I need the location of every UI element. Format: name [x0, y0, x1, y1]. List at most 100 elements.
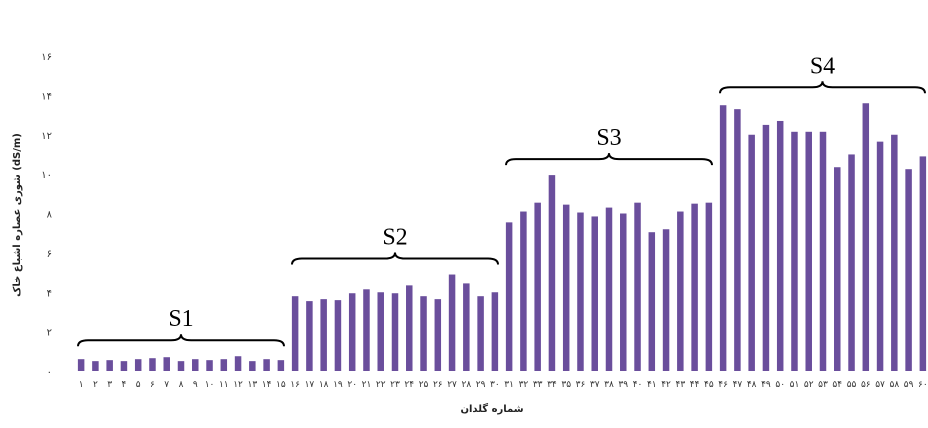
bar	[919, 156, 927, 371]
y-tick-label: ۶	[47, 249, 52, 260]
bar	[406, 285, 413, 371]
x-tick-label: ۱۰	[205, 380, 215, 390]
bar	[734, 109, 741, 371]
bar	[620, 213, 627, 371]
x-tick-label: ۵۴	[832, 380, 842, 390]
bar	[220, 359, 228, 371]
bar	[748, 134, 755, 371]
bar	[448, 274, 456, 371]
bar	[591, 216, 598, 371]
bar	[77, 359, 85, 371]
x-tick-label: ۵۹	[904, 380, 914, 390]
x-tick-label: ۵۵	[847, 380, 857, 390]
bar	[120, 361, 128, 371]
bar	[577, 212, 584, 371]
bar	[505, 222, 513, 371]
y-tick-label: ۲	[47, 328, 52, 339]
y-tick-label: ۸	[47, 210, 53, 221]
bar	[206, 360, 213, 371]
x-tick-label: ۱	[79, 380, 84, 390]
x-tick-label: ۴	[122, 380, 127, 390]
bar	[891, 134, 898, 371]
bar	[548, 175, 556, 371]
bar	[905, 169, 912, 371]
x-tick-label: ۳۵	[561, 380, 571, 390]
bar	[234, 356, 242, 371]
bar	[719, 105, 727, 371]
group-label: S3	[596, 125, 621, 151]
x-tick-label: ۴۸	[747, 380, 757, 390]
bar	[776, 120, 784, 371]
bar	[862, 103, 870, 371]
x-tick-label: ۵	[136, 380, 141, 390]
bar	[348, 293, 356, 371]
x-tick-label: ۹	[193, 380, 198, 390]
x-tick-label: ۳۰	[490, 380, 500, 390]
bar	[420, 296, 427, 371]
bar	[634, 202, 641, 371]
x-tick-label: ۵۶	[861, 380, 871, 390]
bar	[677, 211, 684, 371]
x-tick-label: ۱۳	[247, 380, 257, 390]
x-tick-label: ۴۴	[690, 380, 700, 390]
y-tick-label: ۱۰	[41, 170, 52, 181]
x-tick-label: ۱۱	[219, 380, 229, 390]
x-tick-label: ۱۷	[305, 380, 315, 390]
x-tick-label: ۳	[107, 380, 112, 390]
bar	[848, 154, 855, 371]
x-tick-label: ۳۱	[504, 380, 514, 390]
y-tick-label: ۰	[47, 367, 52, 378]
x-tick-label: ۳۳	[533, 380, 543, 390]
group-label: S4	[810, 53, 835, 79]
bar	[705, 202, 713, 371]
group-braces: S1 S2 S3 S4	[77, 53, 926, 347]
x-tick-label: ۳۹	[618, 380, 628, 390]
bar	[434, 299, 442, 371]
bar	[92, 361, 99, 371]
x-tick-label: ۴۶	[718, 380, 728, 390]
x-tick-label: ۲۳	[390, 380, 400, 390]
bar	[291, 296, 299, 371]
x-tick-label: ۴۹	[761, 380, 771, 390]
bar	[263, 359, 270, 371]
bar	[691, 203, 698, 371]
y-tick-label: ۱۲	[41, 131, 52, 142]
x-tick-label: ۱۸	[319, 380, 329, 390]
bar	[306, 301, 313, 371]
x-tick-label: ۶۰	[918, 380, 928, 390]
x-tick-label: ۲۰	[347, 380, 357, 390]
group-brace	[77, 334, 285, 347]
bar	[106, 360, 113, 371]
bar	[377, 292, 384, 371]
x-tick-label: ۲۶	[433, 380, 443, 390]
x-tick-label: ۴۳	[675, 380, 685, 390]
bar	[477, 296, 484, 371]
x-tick-label: ۶	[150, 380, 155, 390]
x-tick-label: ۳۸	[604, 380, 614, 390]
group-label: S1	[168, 306, 193, 332]
x-tick-label: ۴۵	[704, 380, 714, 390]
y-axis: ۰ ۲ ۴ ۶ ۸ ۱۰ ۱۲ ۱۴ ۱۶	[41, 52, 52, 378]
x-tick-label: ۵۷	[875, 380, 885, 390]
bar	[805, 131, 812, 371]
y-tick-label: ۱۶	[41, 52, 52, 63]
bar	[192, 359, 199, 371]
bar	[334, 300, 342, 371]
bar	[534, 202, 541, 371]
x-tick-label: ۳۷	[590, 380, 600, 390]
x-tick-label: ۵۸	[889, 380, 899, 390]
bar	[562, 204, 570, 371]
x-tick-label: ۱۶	[290, 380, 300, 390]
bar	[177, 361, 185, 371]
bar	[762, 124, 770, 371]
x-tick-label: ۸	[179, 380, 184, 390]
bar	[163, 357, 170, 371]
y-tick-label: ۱۴	[41, 91, 52, 102]
bar	[277, 360, 285, 371]
x-tick-label: ۲۷	[447, 380, 457, 390]
x-tick-label: ۵۳	[818, 380, 828, 390]
x-tick-label: ۴۷	[733, 380, 743, 390]
bar	[834, 167, 841, 371]
x-tick-label: ۴۲	[661, 380, 671, 390]
x-tick-label: ۲۲	[376, 380, 386, 390]
